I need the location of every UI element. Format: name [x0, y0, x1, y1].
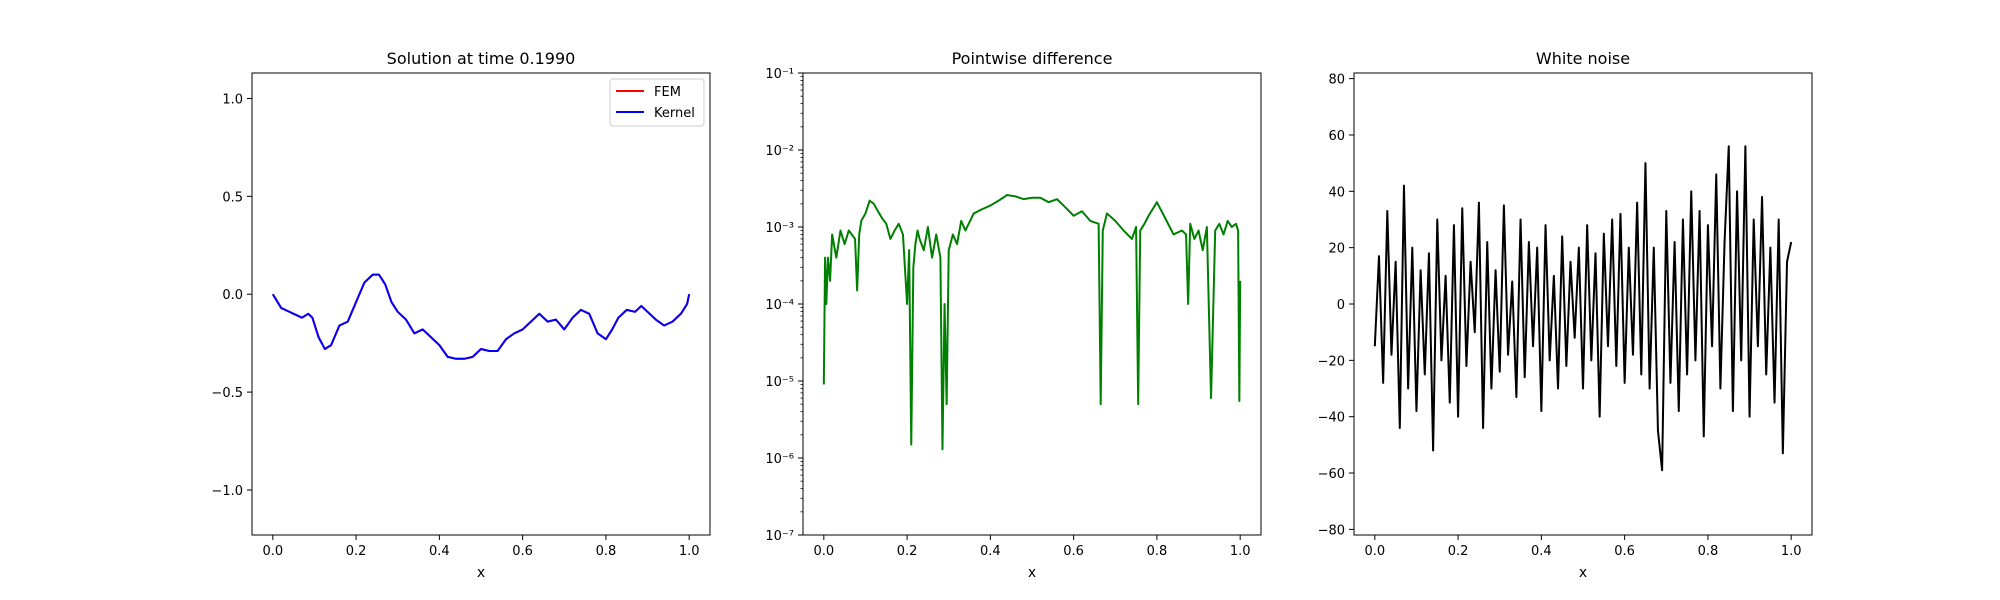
solution-xtick-label: 0.8	[596, 544, 617, 559]
difference-xtick-label: 0.2	[897, 544, 918, 559]
difference-xtick-label: 0.0	[813, 544, 834, 559]
noise-ytick-label: −80	[1318, 523, 1345, 538]
noise-xtick-label: 0.0	[1364, 544, 1385, 559]
difference-xtick-label: 0.8	[1147, 544, 1168, 559]
legend-kernel-label: Kernel	[654, 106, 695, 121]
difference-title: Pointwise difference	[952, 49, 1113, 68]
noise-x-axis-label: x	[1579, 565, 1587, 581]
difference-chart: 0.0 0.2 0.4 0.6 0.8 1.0 10⁻⁷ 10⁻⁶ 10⁻⁵ 10⁻⁴ 10⁻³ 10…	[765, 49, 1262, 581]
difference-ytick-label: 10⁻¹	[765, 67, 794, 82]
difference-series-0-line	[822, 194, 1242, 451]
difference-ytick-label: 10⁻⁶	[765, 452, 794, 467]
solution-chart: 0.0 0.2 0.4 0.6 0.8 1.0 −1.0 −0.5 0.0 0.5 1.0 Solu…	[211, 49, 711, 581]
noise-ytick-label: 40	[1328, 185, 1345, 200]
noise-xtick-label: 0.4	[1531, 544, 1552, 559]
noise-series-group	[1373, 145, 1793, 472]
solution-xtick-label: 1.0	[679, 544, 700, 559]
difference-plot-frame	[802, 72, 1262, 536]
difference-ytick-label: 10⁻⁵	[765, 375, 794, 390]
noise-xtick-label: 0.2	[1448, 544, 1469, 559]
noise-ytick-label: 60	[1328, 129, 1345, 144]
solution-ytick-label: −0.5	[211, 386, 243, 401]
legend-fem-label: FEM	[654, 85, 681, 100]
difference-series-group	[822, 194, 1242, 451]
difference-ticks-group: 0.0 0.2 0.4 0.6 0.8 1.0 10⁻⁷ 10⁻⁶ 10⁻⁵ 10⁻⁴ 10⁻³ 10…	[765, 67, 1250, 559]
solution-ytick-label: −1.0	[211, 484, 243, 499]
solution-plot-frame	[251, 72, 711, 536]
noise-xtick-label: 0.8	[1698, 544, 1719, 559]
noise-series-0-line	[1373, 145, 1793, 472]
difference-xtick-label: 0.6	[1063, 544, 1084, 559]
solution-title: Solution at time 0.1990	[387, 49, 576, 68]
solution-xtick-label: 0.0	[262, 544, 283, 559]
solution-ticks-group: 0.0 0.2 0.4 0.6 0.8 1.0 −1.0 −0.5 0.0 0.5 1.0	[211, 92, 699, 559]
difference-x-axis-label: x	[1028, 565, 1036, 581]
noise-ytick-label: 0	[1337, 298, 1345, 313]
solution-xtick-label: 0.6	[512, 544, 533, 559]
solution-ytick-label: 0.5	[222, 190, 243, 205]
difference-ytick-label: 10⁻⁷	[765, 529, 794, 544]
solution-ytick-label: 1.0	[222, 92, 243, 107]
difference-xtick-label: 1.0	[1230, 544, 1251, 559]
difference-ytick-label: 10⁻²	[765, 144, 794, 159]
noise-plot-frame	[1353, 72, 1813, 536]
solution-series-group	[271, 273, 691, 360]
solution-xtick-label: 0.4	[429, 544, 450, 559]
solution-ytick-label: 0.0	[222, 288, 243, 303]
noise-chart: 0.0 0.2 0.4 0.6 0.8 1.0−80−60−40−20020406080 …	[1318, 49, 1813, 581]
solution-x-axis-label: x	[477, 565, 485, 581]
noise-ytick-label: −40	[1318, 411, 1345, 426]
solution-series-1-line	[271, 273, 691, 360]
noise-ytick-label: 20	[1328, 242, 1345, 257]
noise-xtick-label: 1.0	[1781, 544, 1802, 559]
noise-ticks-group: 0.0 0.2 0.4 0.6 0.8 1.0 −80 −60 −40 −20 0 20 40 60 80	[1318, 73, 1802, 559]
difference-ytick-label: 10⁻⁴	[765, 298, 794, 313]
difference-ytick-label: 10⁻³	[765, 221, 794, 236]
noise-ytick-label: −60	[1318, 467, 1345, 482]
legend: FEM Kernel	[609, 78, 705, 127]
noise-title: White noise	[1536, 49, 1630, 68]
noise-xtick-label: 0.6	[1614, 544, 1635, 559]
noise-ytick-label: 80	[1328, 73, 1345, 88]
solution-xtick-label: 0.2	[346, 544, 367, 559]
noise-ytick-label: −20	[1318, 354, 1345, 369]
difference-xtick-label: 0.4	[980, 544, 1001, 559]
